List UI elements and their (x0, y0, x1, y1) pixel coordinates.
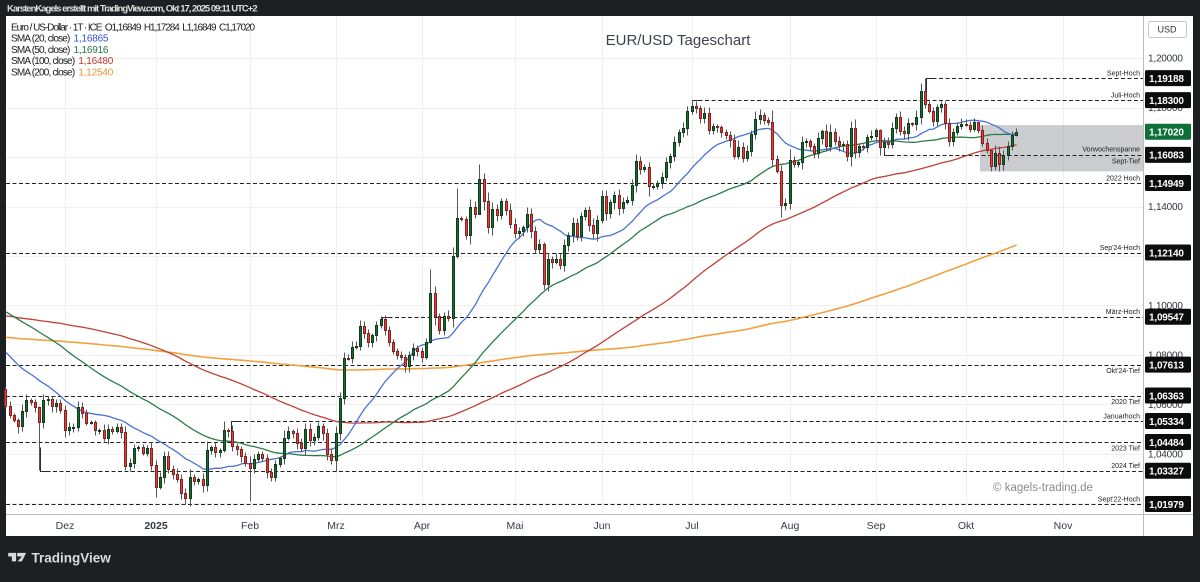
svg-text:EUR/USD Tageschart: EUR/USD Tageschart (606, 32, 752, 49)
svg-text:Okt: Okt (958, 520, 974, 532)
svg-text:1,04000: 1,04000 (1148, 450, 1183, 461)
svg-text:© kagels-trading.de: © kagels-trading.de (993, 482, 1093, 494)
svg-text:2022 Hoch: 2022 Hoch (1106, 176, 1140, 183)
svg-text:1,14000: 1,14000 (1148, 202, 1183, 213)
svg-text:Januarhoch: Januarhoch (1103, 414, 1140, 421)
svg-text:1,18300: 1,18300 (1149, 96, 1184, 107)
svg-text:Apr: Apr (414, 520, 431, 532)
svg-text:1,17020: 1,17020 (1149, 128, 1184, 139)
svg-text:März-Hoch: März-Hoch (1106, 309, 1140, 316)
svg-text:Feb: Feb (241, 520, 259, 532)
svg-text:1,09547: 1,09547 (1149, 313, 1184, 324)
svg-text:Sep: Sep (867, 520, 886, 532)
svg-text:TradingView: TradingView (32, 551, 112, 566)
svg-text:Okt'24-Tief: Okt'24-Tief (1106, 368, 1140, 375)
svg-text:SMA (200, close) 1,12540: SMA (200, close) 1,12540 (11, 67, 114, 78)
svg-text:KarstenKagels erstellt mit Tra: KarstenKagels erstellt mit TradingView.c… (7, 4, 257, 15)
svg-text:USD: USD (1157, 25, 1177, 35)
svg-text:Mrz: Mrz (327, 520, 345, 532)
svg-text:SMA (50, close) 1,16916: SMA (50, close) 1,16916 (11, 45, 109, 56)
svg-text:2020 Tief: 2020 Tief (1111, 399, 1140, 406)
svg-text:SMA (100, close) 1,16480: SMA (100, close) 1,16480 (11, 56, 114, 67)
svg-text:2024 Tief: 2024 Tief (1111, 463, 1140, 470)
svg-text:1,06363: 1,06363 (1149, 391, 1184, 402)
svg-text:1,16083: 1,16083 (1149, 151, 1184, 162)
svg-text:Mai: Mai (507, 520, 524, 532)
svg-text:1,04484: 1,04484 (1149, 438, 1184, 449)
svg-text:Nov: Nov (1054, 520, 1073, 532)
svg-text:1,06000: 1,06000 (1148, 400, 1183, 411)
svg-text:1,14949: 1,14949 (1149, 179, 1184, 190)
svg-text:1,10000: 1,10000 (1148, 301, 1183, 312)
svg-text:Sep'24-Hoch: Sep'24-Hoch (1100, 245, 1140, 252)
svg-text:2025: 2025 (144, 520, 168, 532)
svg-text:1,03327: 1,03327 (1149, 467, 1184, 478)
svg-text:Juli-Hoch: Juli-Hoch (1111, 93, 1140, 100)
svg-text:1,20000: 1,20000 (1148, 54, 1183, 65)
svg-text:Sept-Tief: Sept-Tief (1112, 158, 1140, 165)
svg-text:1,01979: 1,01979 (1149, 500, 1184, 511)
svg-text:1,08000: 1,08000 (1148, 351, 1183, 362)
svg-text:Dez: Dez (56, 520, 75, 532)
svg-text:Euro / US-Dollar · 1T · ICE O: Euro / US-Dollar · 1T · ICE O1,16849 H1,… (11, 23, 255, 34)
svg-text:Aug: Aug (781, 520, 800, 532)
svg-text:SMA (20, close) 1,16865: SMA (20, close) 1,16865 (11, 34, 109, 45)
svg-text:1,19188: 1,19188 (1149, 74, 1184, 85)
svg-text:2023 Tief: 2023 Tief (1111, 446, 1140, 453)
svg-text:1,05334: 1,05334 (1149, 417, 1184, 428)
svg-text:Jun: Jun (594, 520, 611, 532)
svg-text:1,18000: 1,18000 (1148, 103, 1183, 114)
svg-text:Sept'22-Hoch: Sept'22-Hoch (1098, 497, 1140, 504)
svg-text:Sept-Hoch: Sept-Hoch (1107, 71, 1140, 78)
svg-text:Vorwochenspanne: Vorwochenspanne (1082, 146, 1140, 153)
svg-text:1,12140: 1,12140 (1149, 248, 1184, 259)
svg-text:Jul: Jul (685, 520, 698, 532)
svg-text:1,07613: 1,07613 (1149, 360, 1184, 371)
